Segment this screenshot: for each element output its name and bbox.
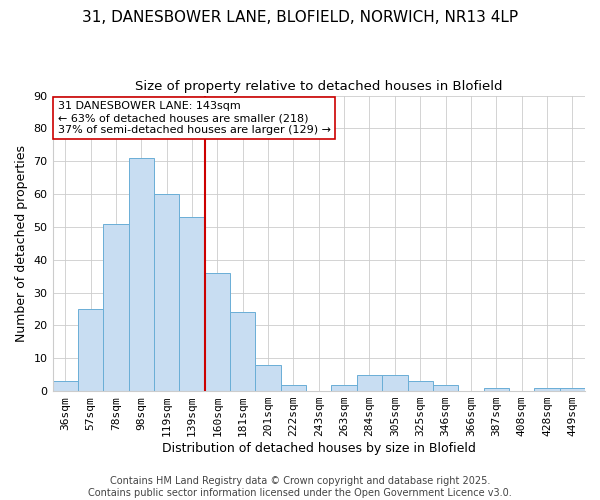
Bar bbox=[103, 224, 128, 391]
Bar bbox=[78, 309, 103, 391]
Bar bbox=[407, 381, 433, 391]
Bar bbox=[128, 158, 154, 391]
Text: Contains HM Land Registry data © Crown copyright and database right 2025.
Contai: Contains HM Land Registry data © Crown c… bbox=[88, 476, 512, 498]
Title: Size of property relative to detached houses in Blofield: Size of property relative to detached ho… bbox=[135, 80, 503, 93]
Bar bbox=[484, 388, 509, 391]
Bar bbox=[256, 365, 281, 391]
Bar bbox=[331, 384, 357, 391]
Bar bbox=[154, 194, 179, 391]
Bar bbox=[281, 384, 306, 391]
Bar bbox=[179, 217, 205, 391]
Bar bbox=[560, 388, 585, 391]
Bar bbox=[534, 388, 560, 391]
X-axis label: Distribution of detached houses by size in Blofield: Distribution of detached houses by size … bbox=[162, 442, 476, 455]
Bar bbox=[205, 273, 230, 391]
Text: 31 DANESBOWER LANE: 143sqm
← 63% of detached houses are smaller (218)
37% of sem: 31 DANESBOWER LANE: 143sqm ← 63% of deta… bbox=[58, 102, 331, 134]
Text: 31, DANESBOWER LANE, BLOFIELD, NORWICH, NR13 4LP: 31, DANESBOWER LANE, BLOFIELD, NORWICH, … bbox=[82, 10, 518, 25]
Bar bbox=[357, 374, 382, 391]
Bar bbox=[53, 381, 78, 391]
Y-axis label: Number of detached properties: Number of detached properties bbox=[15, 145, 28, 342]
Bar bbox=[433, 384, 458, 391]
Bar bbox=[230, 312, 256, 391]
Bar bbox=[382, 374, 407, 391]
